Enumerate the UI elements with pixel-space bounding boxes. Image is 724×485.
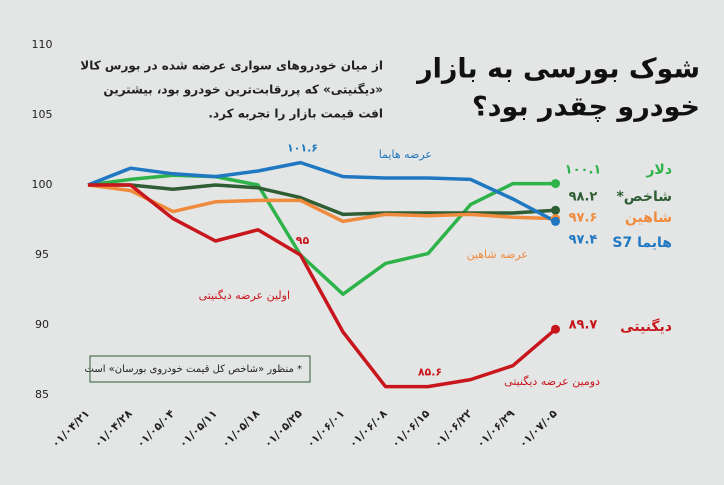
x-tick-label: ۰۱/۰۵/۱۱ (176, 407, 219, 450)
value-label: ۹۷.۶ (569, 211, 598, 226)
y-tick-label: 110 (32, 38, 53, 51)
series-line (87, 160, 557, 223)
series-line (87, 183, 556, 224)
y-tick-label: 95 (35, 248, 49, 261)
annotation: عرضه شاهین (467, 248, 528, 261)
end-marker (551, 205, 560, 215)
legend-label: شاخص* (616, 189, 672, 205)
legend-label: شاهین (625, 210, 672, 226)
legend-label: هایما S7 (612, 235, 672, 251)
y-tick-label: 100 (32, 178, 53, 191)
end-marker (551, 216, 560, 226)
value-label: ۸۹.۷ (569, 318, 598, 333)
annotation: اولین عرضه دیگنیتی (199, 289, 290, 302)
value-label: ۱۰۰.۱ (565, 163, 602, 178)
value-label: ۹۸.۲ (569, 190, 598, 205)
end-marker (551, 324, 560, 334)
y-tick-label: 90 (35, 318, 49, 331)
y-tick-label: 85 (35, 388, 49, 401)
x-tick-label: ۰۱/۰۷/۰۵ (516, 407, 560, 451)
series-line (88, 183, 557, 389)
value-label: ۸۵.۶ (418, 366, 442, 379)
y-tick-label: 105 (32, 108, 53, 121)
annotation: عرضه هایما (379, 148, 432, 161)
x-tick-label: ۰۱/۰۴/۲۱ (49, 407, 92, 450)
x-tick-label: ۰۱/۰۶/۰۸ (346, 407, 390, 451)
series-line (88, 183, 556, 217)
subtitle: افت قیمت بازار را تجربه کرد. (208, 107, 383, 121)
footnote: * منظور «شاخص کل قیمت خودروی بورسان» است (85, 364, 302, 375)
x-tick-label: ۰۱/۰۶/۲۲ (431, 407, 475, 451)
chart-title: خودرو چقدر بود؟ (472, 92, 700, 123)
x-tick-label: ۰۱/۰۶/۰۱ (304, 407, 347, 450)
subtitle: از میان خودروهای سواری عرضه شده در بورس … (80, 59, 383, 74)
x-tick-label: ۰۱/۰۴/۲۸ (91, 407, 135, 451)
legend-label: دلار (645, 162, 672, 178)
series-line (87, 173, 556, 296)
value-label: ۹۷.۴ (569, 233, 598, 248)
x-tick-label: ۰۱/۰۶/۲۹ (474, 407, 518, 451)
subtitle: «دیگنیتی» که پررقابت‌ترین خودرو بود، بیش… (103, 83, 383, 98)
x-tick-label: ۰۱/۰۶/۱۵ (389, 407, 433, 451)
footnote-box (89, 355, 311, 383)
legend-label: دیگنیتی (620, 318, 672, 335)
x-tick-label: ۰۱/۰۵/۰۴ (134, 407, 178, 451)
x-tick-label: ۰۱/۰۵/۱۸ (219, 407, 263, 451)
chart-title: شوک بورسی به بازار (415, 54, 700, 85)
value-label: ۹۵ (296, 234, 310, 247)
x-tick-label: ۰۱/۰۵/۲۵ (261, 407, 305, 451)
value-label: ۱۰۱.۶ (287, 142, 318, 155)
annotation: دومین عرضه دیگنیتی (504, 375, 600, 388)
end-marker (551, 179, 560, 189)
